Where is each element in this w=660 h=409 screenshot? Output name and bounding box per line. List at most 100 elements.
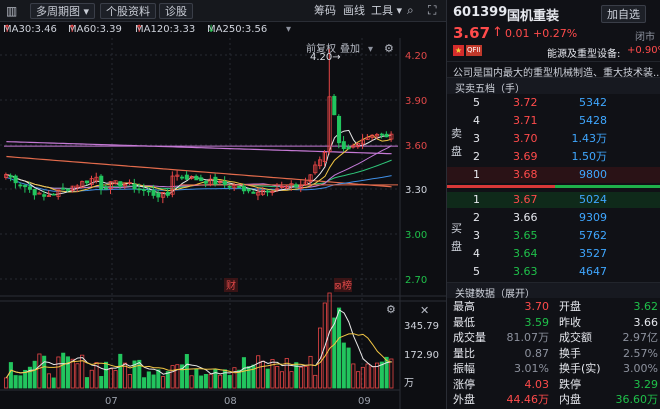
tools-dropdown[interactable]: 工具 ▾ — [371, 3, 402, 19]
ma250-label: MA250:3.56 — [207, 24, 268, 35]
volume-bar — [103, 361, 109, 389]
candle-body — [80, 181, 85, 188]
chart-grid — [0, 38, 400, 390]
ranking-event-prefix-icon: ⊠ — [334, 282, 342, 292]
diagnose-button[interactable]: 诊股 — [159, 3, 193, 19]
volume-bar — [161, 376, 166, 389]
ma60-line — [6, 175, 392, 193]
period-dropdown[interactable]: 多周期图 ▾ — [30, 3, 96, 19]
ask-price: 3.68 — [513, 168, 538, 181]
price-tick: 4.20 — [405, 51, 427, 62]
bid-volume: 9309 — [579, 211, 607, 224]
month-label: 07 — [105, 396, 118, 407]
volume-bar — [284, 358, 289, 389]
ma60-arrow: ↑ — [68, 24, 77, 35]
volume-bar — [175, 364, 180, 389]
candle-body — [227, 185, 232, 188]
candle-body — [289, 183, 294, 186]
ask-level-row[interactable]: 4 3.71 5428 — [447, 113, 660, 129]
fullscreen-icon[interactable]: ⛶ — [428, 3, 437, 17]
volume-bar — [94, 362, 99, 389]
ranking-event-badge[interactable] — [334, 278, 352, 292]
candle-body — [189, 176, 194, 179]
company-desc[interactable]: 公司是国内最大的重型机械制造、重大技术装... — [447, 61, 660, 79]
ma60-label: MA60:3.39 — [68, 24, 122, 35]
volume-settings-icon[interactable]: ⚙ — [386, 303, 396, 316]
month-label: 09 — [358, 396, 371, 407]
overlay-button[interactable]: 叠加 — [340, 43, 360, 55]
candle-body — [27, 186, 32, 190]
key-data-value: 44.46万 — [506, 393, 550, 406]
volume-bar — [156, 369, 161, 389]
key-data-value: 81.07万 — [506, 331, 550, 344]
chart-type-icon[interactable]: ▥ — [6, 4, 18, 18]
overlay-chevron-icon[interactable]: ▾ — [368, 44, 373, 55]
volume-bar — [4, 377, 9, 389]
earnings-event-badge[interactable] — [224, 278, 238, 292]
key-data-header[interactable]: 关键数据（展开） — [447, 282, 660, 300]
ask-price: 3.70 — [513, 132, 538, 145]
volume-bar — [142, 377, 147, 389]
volume-close-icon[interactable]: ✕ — [420, 304, 429, 317]
candle-body — [46, 195, 51, 198]
up-arrow-icon: ↑ — [492, 25, 503, 40]
volume-bar — [218, 374, 223, 389]
qfii-tag[interactable]: QFII — [466, 45, 482, 56]
orderbook-header: 买卖五档（手） — [447, 77, 660, 95]
restore-right-button[interactable]: 前复权 — [306, 42, 336, 55]
price-tick: 2.70 — [405, 275, 427, 286]
volume-bar — [313, 374, 318, 389]
bid-level-row[interactable]: 3 3.65 5762 — [447, 228, 660, 244]
ask-level-row[interactable]: 1 3.68 9800 — [447, 167, 660, 183]
bid-level: 1 — [473, 193, 480, 206]
candle-body — [279, 186, 285, 188]
candle-body — [165, 191, 170, 196]
ask-level-row[interactable]: 3 3.70 1.43万 — [447, 131, 660, 147]
key-data-label: 涨停 — [453, 377, 475, 391]
candle-body — [260, 189, 265, 195]
candle-body — [270, 191, 275, 193]
month-axis: 07 08 09 — [105, 396, 371, 407]
key-data-label: 最高 — [453, 300, 475, 313]
volume-bar — [118, 353, 123, 389]
candle-body — [127, 182, 132, 184]
key-data-value: 3.59 — [524, 315, 550, 329]
draw-line-button[interactable]: 画线 — [343, 4, 365, 17]
key-data-row: 振幅 3.01% 换手(实) 3.00% — [447, 361, 660, 376]
kline-chart[interactable]: 前复权 叠加 ▾ ⚙ 4.20→ 4.20 3.90 3.60 3.30 3.0… — [0, 38, 446, 409]
bid-level-row[interactable]: 2 3.66 9309 — [447, 210, 660, 226]
bid-level-row[interactable]: 1 3.67 5024 — [447, 192, 660, 208]
volume-bars — [4, 292, 394, 389]
add-watchlist-button[interactable]: 加自选 — [601, 5, 646, 23]
chart-settings-icon[interactable]: ⚙ — [384, 42, 394, 55]
sector-label[interactable]: 能源及重型设备: — [547, 49, 621, 60]
ask-price: 3.69 — [513, 150, 538, 163]
ask-level-row[interactable]: 2 3.69 1.50万 — [447, 149, 660, 165]
stock-header: 601399 国机重装 加自选 — [447, 3, 660, 24]
chips-button[interactable]: 筹码 — [314, 4, 336, 17]
bid-level-row[interactable]: 4 3.64 3527 — [447, 246, 660, 262]
ma-settings-icon[interactable]: ▾ — [286, 24, 292, 35]
profile-button[interactable]: 个股资料 — [100, 3, 156, 19]
volume-bar — [270, 359, 275, 389]
ma30-arrow: ↑ — [3, 24, 12, 35]
candle-body — [337, 115, 342, 144]
bid-strength-bar — [555, 185, 660, 188]
key-data-value: 3.29 — [633, 377, 659, 391]
ask-strength-bar — [447, 185, 555, 188]
ask-level: 3 — [473, 132, 480, 145]
candle-body — [70, 185, 75, 191]
key-data-label: 成交量 — [453, 331, 486, 344]
candle-body — [75, 185, 80, 188]
volume-bar — [379, 361, 384, 389]
bid-level-row[interactable]: 5 3.63 4647 — [447, 264, 660, 280]
volume-bar — [132, 360, 137, 389]
search-icon[interactable]: ⌕ — [407, 3, 414, 17]
price-axis: 4.20 3.90 3.60 3.30 3.00 2.70 — [405, 51, 427, 286]
candle-body — [199, 177, 204, 182]
ask-level-row[interactable]: 5 3.72 5342 — [447, 95, 660, 111]
price-change-pct: +0.27% — [533, 27, 578, 40]
candle-body — [42, 194, 47, 197]
volume-bar — [194, 368, 199, 389]
bid-price: 3.67 — [513, 193, 538, 206]
